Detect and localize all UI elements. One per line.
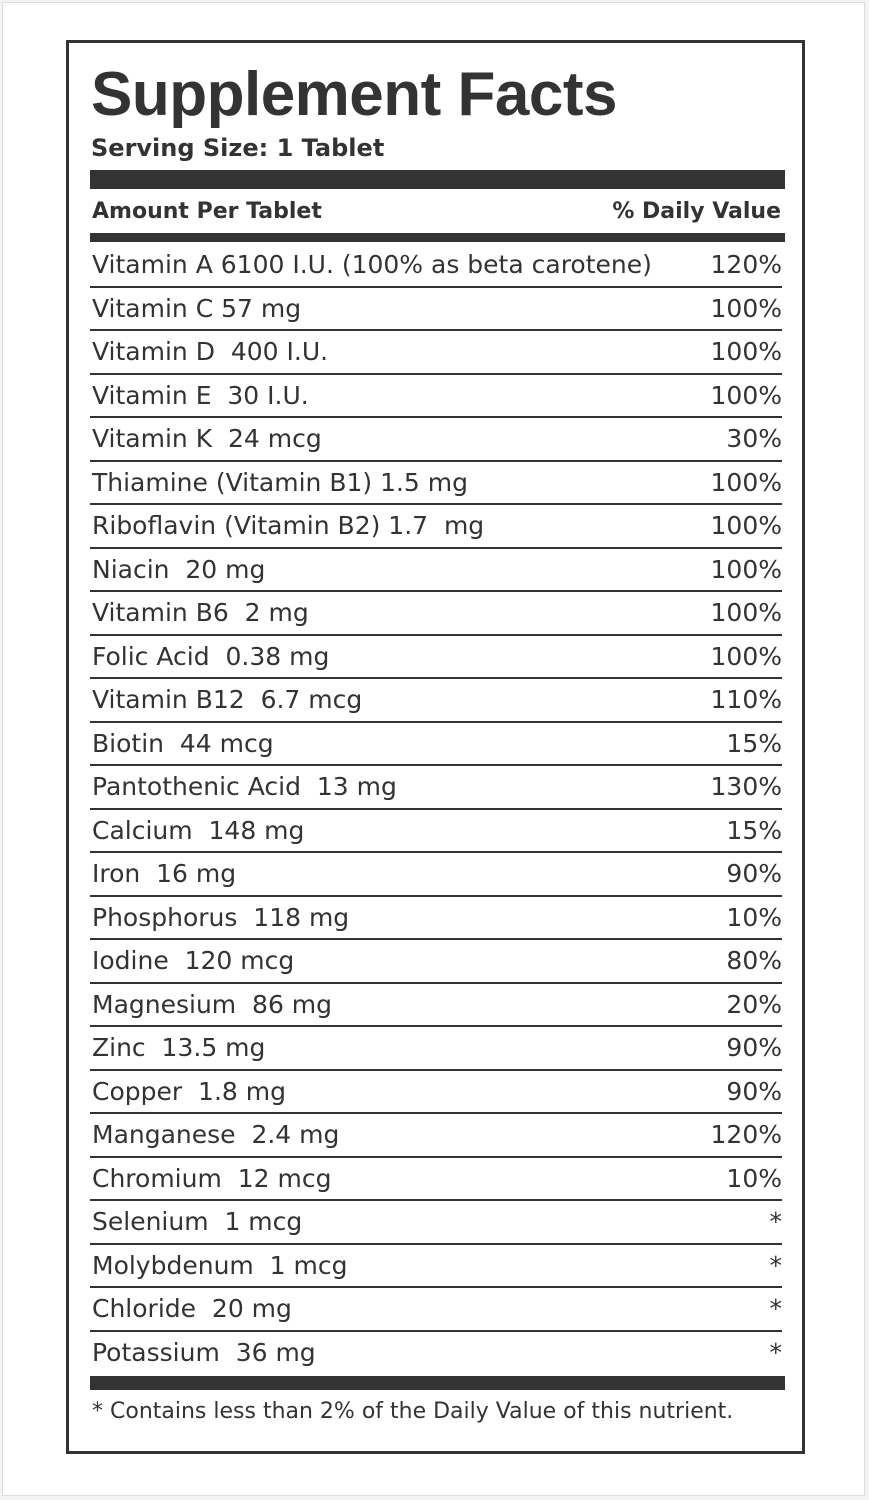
daily-value: 120% — [710, 250, 782, 279]
nutrient-row: Vitamin K 24 mcg 30% — [90, 418, 782, 462]
daily-value: 90% — [726, 1076, 782, 1106]
nutrient-row: Riboflavin (Vitamin B2) 1.7 mg 100% — [90, 505, 782, 549]
daily-value: 100% — [710, 380, 782, 410]
nutrient-amount: Vitamin B6 2 mg — [92, 598, 309, 627]
daily-value: 110% — [710, 685, 782, 714]
nutrient-amount: Vitamin C 57 mg — [92, 293, 302, 323]
nutrient-amount: Biotin 44 mcg — [92, 728, 274, 758]
nutrient-amount: Vitamin A 6100 I.U. (100% as beta carote… — [92, 250, 652, 279]
nutrient-amount: Iron 16 mg — [92, 859, 237, 888]
daily-value: * — [769, 1207, 783, 1236]
daily-value: 15% — [726, 728, 782, 758]
nutrient-amount: Molybdenum 1 mcg — [92, 1250, 348, 1280]
daily-value: * — [769, 1337, 783, 1367]
nutrient-row: Thiamine (Vitamin B1) 1.5 mg 100% — [90, 462, 782, 505]
daily-value: 100% — [710, 467, 782, 497]
daily-value: 120% — [710, 1120, 782, 1149]
nutrient-amount: Calcium 148 mg — [92, 815, 305, 845]
nutrient-amount: Vitamin K 24 mcg — [92, 424, 322, 453]
daily-value: 100% — [710, 337, 782, 366]
nutrient-row: Biotin 44 mcg 15% — [90, 723, 782, 766]
daily-value: 15% — [726, 815, 782, 845]
thick-divider — [90, 1376, 785, 1390]
daily-value: 80% — [726, 946, 782, 975]
nutrient-amount: Vitamin D 400 I.U. — [92, 337, 329, 366]
daily-value: 90% — [726, 1033, 782, 1062]
nutrient-row: Folic Acid 0.38 mg 100% — [90, 636, 782, 679]
nutrient-row: Niacin 20 mg 100% — [90, 549, 782, 592]
nutrient-amount: Chloride 20 mg — [92, 1294, 292, 1323]
nutrient-row: Vitamin C 57 mg 100% — [90, 288, 782, 331]
nutrient-row: Chloride 20 mg * — [90, 1288, 782, 1332]
daily-value: 100% — [710, 641, 782, 671]
daily-value: * — [769, 1250, 783, 1280]
footnote: * Contains less than 2% of the Daily Val… — [92, 1399, 734, 1424]
nutrient-amount: Pantothenic Acid 13 mg — [92, 772, 397, 801]
title: Supplement Facts — [91, 60, 618, 129]
daily-value: 10% — [726, 902, 782, 932]
nutrient-row: Chromium 12 mcg 10% — [90, 1158, 782, 1201]
daily-value: 100% — [710, 511, 782, 540]
nutrient-row: Pantothenic Acid 13 mg 130% — [90, 766, 782, 810]
daily-value: * — [769, 1294, 783, 1323]
column-header: Amount Per Tablet — [92, 199, 322, 224]
nutrient-row: Molybdenum 1 mcg * — [90, 1245, 783, 1288]
thick-divider — [90, 170, 785, 189]
nutrient-row: Vitamin D 400 I.U. 100% — [90, 331, 782, 375]
nutrient-row: Selenium 1 mcg * — [90, 1201, 782, 1245]
nutrient-amount: Thiamine (Vitamin B1) 1.5 mg — [92, 467, 469, 497]
thick-divider — [90, 233, 785, 242]
nutrient-amount: Chromium 12 mcg — [92, 1163, 332, 1193]
daily-value: 90% — [726, 859, 782, 888]
supplement-facts-panel: Supplement Facts Serving Size: 1 Tablet … — [66, 40, 805, 1454]
nutrient-row: Magnesium 86 mg 20% — [90, 984, 782, 1027]
nutrient-amount: Zinc 13.5 mg — [92, 1033, 266, 1062]
daily-value: 100% — [710, 293, 782, 323]
nutrient-row: Vitamin A 6100 I.U. (100% as beta carote… — [90, 244, 782, 288]
nutrient-amount: Folic Acid 0.38 mg — [92, 641, 330, 671]
nutrient-amount: Selenium 1 mcg — [92, 1207, 303, 1236]
nutrient-amount: Phosphorus 118 mg — [92, 902, 350, 932]
daily-value: 20% — [726, 989, 782, 1019]
nutrient-row: Potassium 36 mg * — [90, 1332, 782, 1376]
column-header: % Daily Value — [612, 199, 781, 224]
nutrient-amount: Magnesium 86 mg — [92, 989, 333, 1019]
nutrient-amount: Iodine 120 mcg — [92, 946, 295, 975]
nutrient-row: Phosphorus 118 mg 10% — [90, 897, 782, 940]
daily-value: 100% — [710, 598, 782, 627]
daily-value: 100% — [710, 554, 782, 584]
nutrient-row: Vitamin B12 6.7 mcg 110% — [90, 679, 782, 723]
nutrient-row: Zinc 13.5 mg 90% — [90, 1027, 782, 1071]
nutrient-amount: Vitamin E 30 I.U. — [92, 380, 309, 410]
nutrient-amount: Vitamin B12 6.7 mcg — [92, 685, 363, 714]
daily-value: 30% — [726, 424, 782, 453]
daily-value: 10% — [726, 1163, 782, 1193]
nutrient-amount: Niacin 20 mg — [92, 554, 266, 584]
nutrient-row: Vitamin B6 2 mg 100% — [90, 592, 782, 636]
nutrient-row: Iodine 120 mcg 80% — [90, 940, 782, 984]
daily-value: 130% — [710, 772, 782, 801]
nutrient-row: Vitamin E 30 I.U. 100% — [90, 375, 782, 418]
nutrient-row: Iron 16 mg 90% — [90, 853, 782, 897]
serving-size: Serving Size: 1 Tablet — [91, 134, 385, 162]
nutrient-amount: Copper 1.8 mg — [92, 1076, 286, 1106]
nutrient-amount: Potassium 36 mg — [92, 1337, 316, 1367]
nutrient-row: Calcium 148 mg 15% — [90, 810, 782, 853]
nutrient-row: Manganese 2.4 mg 120% — [90, 1114, 782, 1158]
nutrient-amount: Riboflavin (Vitamin B2) 1.7 mg — [92, 511, 485, 540]
nutrient-amount: Manganese 2.4 mg — [92, 1120, 340, 1149]
nutrient-row: Copper 1.8 mg 90% — [90, 1071, 782, 1114]
